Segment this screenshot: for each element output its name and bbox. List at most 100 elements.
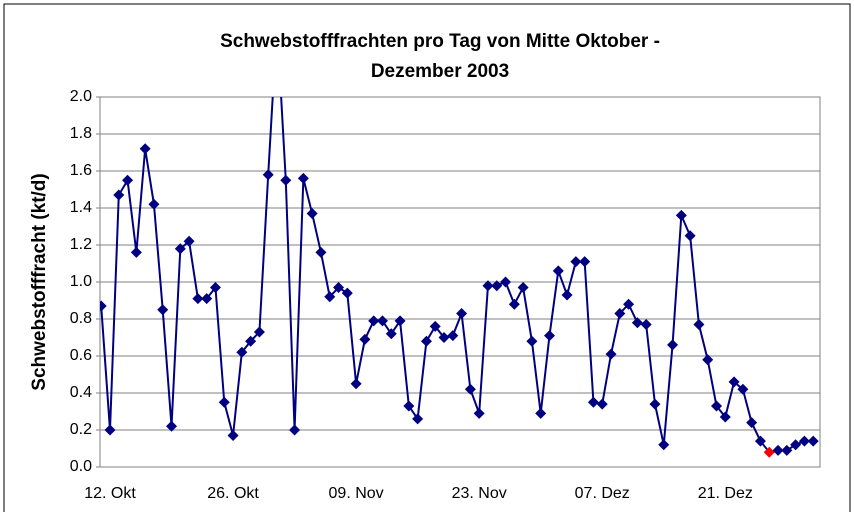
data-point	[341, 287, 353, 299]
data-point	[201, 293, 213, 305]
data-point	[412, 413, 424, 425]
data-point	[763, 446, 775, 458]
x-tick-label: 23. Nov	[452, 485, 507, 502]
data-point	[394, 315, 406, 327]
data-point	[473, 407, 485, 419]
data-point	[754, 435, 766, 447]
y-tick-label: 1.4	[70, 199, 92, 216]
x-tick-label: 09. Nov	[329, 485, 384, 502]
data-point	[526, 335, 538, 347]
data-point	[517, 282, 529, 294]
data-point	[420, 335, 432, 347]
series-line	[100, 97, 814, 454]
data-point	[122, 174, 134, 186]
data-point	[570, 256, 582, 268]
x-tick-label: 26. Okt	[207, 485, 259, 502]
data-point	[482, 280, 494, 292]
data-point	[324, 291, 336, 303]
data-point	[297, 172, 309, 184]
data-point	[596, 398, 608, 410]
data-point	[350, 378, 362, 390]
chart-title: Schwebstofffrachten pro Tag von Mitte Ok…	[220, 31, 660, 82]
data-point	[631, 317, 643, 329]
data-point	[236, 346, 248, 358]
data-point	[500, 276, 512, 288]
data-point	[280, 174, 292, 186]
data-point	[464, 383, 476, 395]
y-tick-label: 1.0	[70, 273, 92, 290]
data-point	[535, 407, 547, 419]
data-point	[719, 411, 731, 423]
x-tick-label: 07. Dez	[575, 485, 630, 502]
data-point	[385, 328, 397, 340]
data-point	[491, 280, 503, 292]
data-point	[737, 383, 749, 395]
y-tick-label: 1.8	[70, 125, 92, 142]
data-point	[227, 430, 239, 442]
data-point	[429, 320, 441, 332]
data-point	[728, 376, 740, 388]
data-point	[684, 230, 696, 242]
data-point	[658, 439, 670, 451]
data-point	[561, 289, 573, 301]
y-tick-label: 1.6	[70, 162, 92, 179]
y-tick-label: 0.8	[70, 310, 92, 327]
data-point	[359, 333, 371, 345]
data-point	[772, 444, 784, 456]
data-point	[640, 319, 652, 331]
x-tick-label: 12. Okt	[84, 485, 136, 502]
data-point	[675, 209, 687, 221]
data-point	[693, 319, 705, 331]
data-point	[605, 348, 617, 360]
data-point	[623, 298, 635, 310]
data-point	[192, 293, 204, 305]
data-point	[113, 189, 125, 201]
data-point	[649, 398, 661, 410]
data-point	[104, 424, 116, 436]
data-point	[245, 335, 257, 347]
data-point	[438, 332, 450, 343]
data-point	[157, 304, 169, 316]
data-point	[218, 396, 230, 408]
data-point	[456, 307, 468, 319]
data-point	[209, 282, 221, 294]
plot-group	[100, 97, 819, 458]
data-point	[543, 330, 555, 342]
y-tick-label: 0.4	[70, 384, 92, 401]
data-point	[798, 435, 810, 447]
data-point	[368, 315, 380, 327]
data-point	[289, 424, 301, 436]
data-point	[253, 326, 265, 338]
data-point	[183, 235, 195, 247]
data-point	[403, 400, 415, 412]
data-point	[333, 282, 345, 294]
data-point	[174, 243, 186, 255]
data-point	[702, 354, 714, 366]
data-point	[711, 400, 722, 412]
y-tick-label: 2.0	[70, 88, 92, 105]
data-point	[746, 417, 758, 429]
y-axis-label: Schwebstofffracht (kt/d)	[29, 173, 50, 390]
x-tick-label: 21. Dez	[698, 485, 753, 502]
y-tick-label: 0.6	[70, 347, 92, 364]
data-point	[100, 300, 107, 312]
data-point	[376, 315, 388, 327]
data-point	[579, 256, 591, 268]
data-point	[130, 246, 142, 258]
data-point	[262, 169, 274, 181]
data-point	[447, 330, 459, 342]
y-tick-label: 1.2	[70, 236, 92, 253]
data-point	[306, 208, 318, 220]
data-point	[315, 246, 327, 258]
data-point	[587, 396, 599, 408]
y-tick-label: 0.0	[70, 458, 92, 475]
data-point	[508, 298, 520, 310]
data-point	[148, 198, 160, 210]
data-point	[790, 439, 802, 451]
data-point	[166, 420, 178, 432]
data-point	[552, 265, 564, 277]
data-point	[781, 444, 793, 456]
y-tick-label: 0.2	[70, 421, 92, 438]
data-point	[139, 143, 151, 155]
